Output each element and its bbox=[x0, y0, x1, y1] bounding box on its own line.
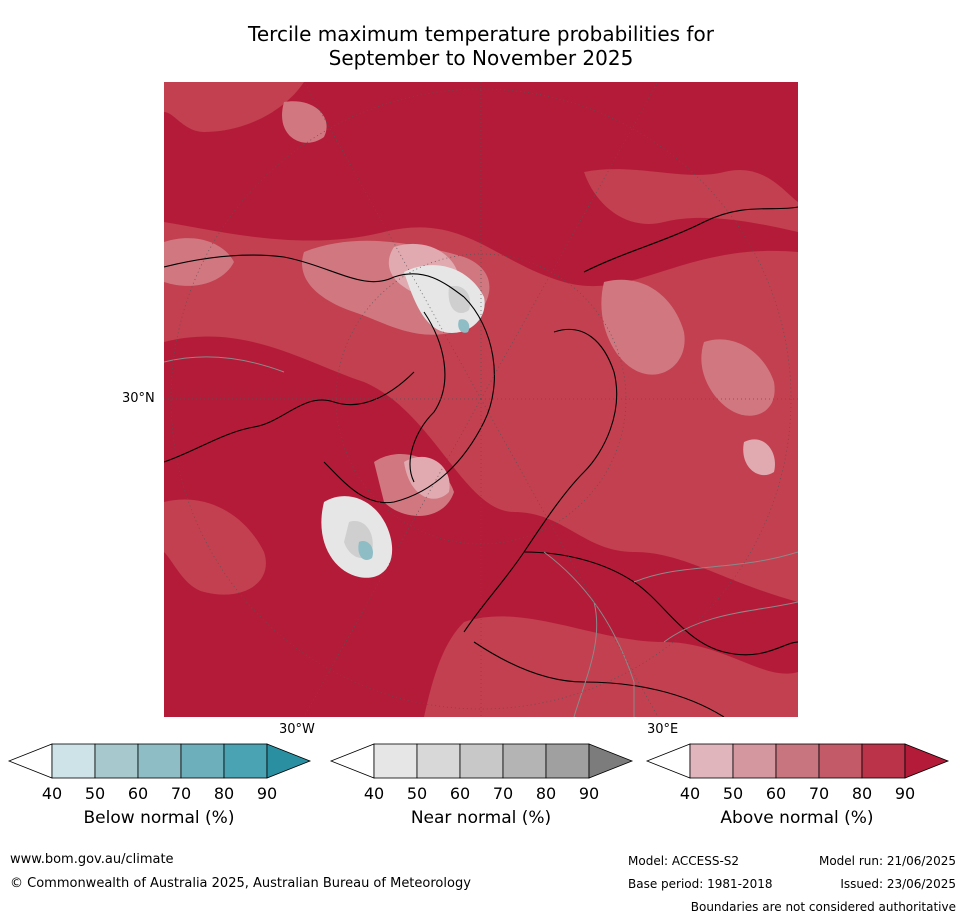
colorbar-below-tick-90: 90 bbox=[256, 784, 278, 803]
colorbar-title-near: Near normal (%) bbox=[410, 808, 552, 828]
colorbar-above-under-triangle bbox=[645, 743, 691, 779]
colorbar-near-tick-40: 40 bbox=[363, 784, 385, 803]
colorbar-below-segment-4 bbox=[180, 743, 225, 779]
model-name: Model: ACCESS-S2 bbox=[628, 854, 740, 868]
colorbar-above-segment-3 bbox=[775, 743, 820, 779]
colorbar-below-normal-svg bbox=[7, 743, 312, 779]
colorbar-below-tick-60: 60 bbox=[127, 784, 149, 803]
colorbar-near-segment-4 bbox=[502, 743, 547, 779]
colorbar-above-normal bbox=[645, 743, 950, 779]
colorbar-near-normal bbox=[329, 743, 634, 779]
colorbar-above-tick-50: 50 bbox=[722, 784, 744, 803]
colorbar-near-segment-5 bbox=[545, 743, 590, 779]
colorbar-above-tick-60: 60 bbox=[765, 784, 787, 803]
colorbar-title-below: Below normal (%) bbox=[83, 808, 235, 828]
colorbar-below-over-triangle bbox=[266, 743, 312, 779]
colorbar-below-segment-5 bbox=[223, 743, 268, 779]
copyright-notice: © Commonwealth of Australia 2025, Austra… bbox=[10, 876, 471, 891]
colorbar-near-tick-60: 60 bbox=[449, 784, 471, 803]
colorbar-above-segment-5 bbox=[861, 743, 906, 779]
colorbar-above-tick-40: 40 bbox=[679, 784, 701, 803]
map-svg bbox=[164, 82, 798, 717]
country-borders bbox=[164, 356, 798, 717]
colorbar-near-under-triangle bbox=[329, 743, 375, 779]
map-title: Tercile maximum temperature probabilitie… bbox=[160, 22, 802, 70]
issued-date: Issued: 23/06/2025 bbox=[840, 877, 956, 891]
colorbar-below-segment-3 bbox=[137, 743, 182, 779]
base-period: Base period: 1981-2018 bbox=[628, 877, 773, 891]
colorbar-below-segment-2 bbox=[94, 743, 139, 779]
title-line-2: September to November 2025 bbox=[328, 46, 634, 70]
colorbar-near-segment-2 bbox=[416, 743, 461, 779]
colorbar-near-tick-70: 70 bbox=[492, 784, 514, 803]
colorbar-above-tick-80: 80 bbox=[851, 784, 873, 803]
boundaries-disclaimer: Boundaries are not considered authoritat… bbox=[690, 900, 956, 914]
colorbar-above-segment-2 bbox=[732, 743, 777, 779]
colorbar-below-under-triangle bbox=[7, 743, 53, 779]
longitude-label-30e: 30°E bbox=[647, 722, 679, 737]
colorbar-below-tick-80: 80 bbox=[213, 784, 235, 803]
forecast-map[interactable] bbox=[164, 82, 798, 717]
colorbar-title-above: Above normal (%) bbox=[720, 808, 874, 828]
colorbar-near-segment-3 bbox=[459, 743, 504, 779]
colorbar-near-tick-50: 50 bbox=[406, 784, 428, 803]
colorbar-below-tick-50: 50 bbox=[84, 784, 106, 803]
colorbar-near-normal-svg bbox=[329, 743, 634, 779]
colorbar-near-segment-1 bbox=[373, 743, 418, 779]
colorbar-above-over-triangle bbox=[904, 743, 950, 779]
colorbar-above-segment-1 bbox=[689, 743, 734, 779]
coastlines bbox=[164, 206, 798, 717]
longitude-label-30w: 30°W bbox=[279, 722, 315, 737]
colorbar-above-normal-svg bbox=[645, 743, 950, 779]
website-link[interactable]: www.bom.gov.au/climate bbox=[10, 852, 174, 867]
colorbar-above-segment-4 bbox=[818, 743, 863, 779]
graticule bbox=[164, 82, 798, 717]
model-run-date: Model run: 21/06/2025 bbox=[818, 854, 956, 868]
colorbar-below-normal bbox=[7, 743, 312, 779]
colorbar-near-tick-90: 90 bbox=[578, 784, 600, 803]
colorbar-above-tick-70: 70 bbox=[808, 784, 830, 803]
colorbar-below-tick-40: 40 bbox=[41, 784, 63, 803]
colorbar-below-tick-70: 70 bbox=[170, 784, 192, 803]
colorbar-near-over-triangle bbox=[588, 743, 634, 779]
colorbar-below-segment-1 bbox=[51, 743, 96, 779]
colorbar-above-tick-90: 90 bbox=[894, 784, 916, 803]
title-line-1: Tercile maximum temperature probabilitie… bbox=[248, 22, 714, 46]
below-normal-regions bbox=[358, 319, 470, 561]
latitude-label-30n: 30°N bbox=[122, 391, 155, 406]
colorbar-near-tick-80: 80 bbox=[535, 784, 557, 803]
